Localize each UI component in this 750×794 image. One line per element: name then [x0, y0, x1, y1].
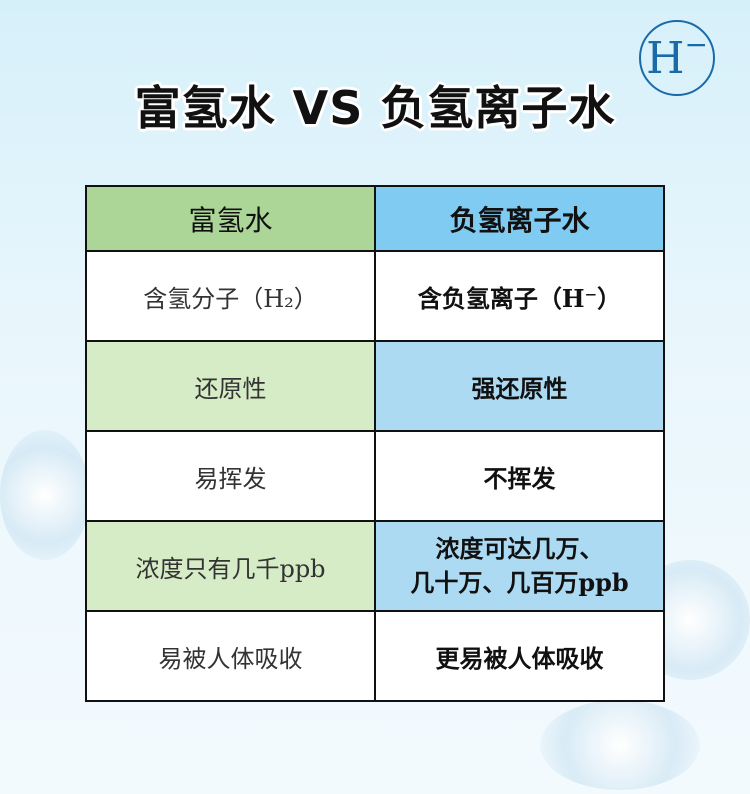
table-row: 含氢分子（H₂） 含负氢离子（H⁻）	[85, 250, 665, 342]
water-drop-decoration	[540, 700, 700, 790]
table-cell: 易被人体吸收	[85, 610, 376, 702]
table-row: 浓度只有几千ppb 浓度可达几万、 几十万、几百万ppb	[85, 520, 665, 612]
table-header-row: 富氢水 负氢离子水	[85, 185, 665, 252]
table-cell: 还原性	[85, 340, 376, 432]
table-cell: 浓度只有几千ppb	[85, 520, 376, 612]
table-cell: 含氢分子（H₂）	[85, 250, 376, 342]
table-cell: 强还原性	[374, 340, 665, 432]
h-minus-logo: H −	[639, 20, 715, 96]
header-negative-hydrogen-ion-water: 负氢离子水	[374, 185, 665, 252]
water-drop-decoration	[0, 430, 90, 560]
logo-superscript: −	[684, 27, 708, 61]
logo-letter: H	[646, 32, 685, 84]
table-row: 易被人体吸收 更易被人体吸收	[85, 610, 665, 702]
table-cell: 浓度可达几万、 几十万、几百万ppb	[374, 520, 665, 612]
table-cell: 易挥发	[85, 430, 376, 522]
comparison-table: 富氢水 负氢离子水 含氢分子（H₂） 含负氢离子（H⁻） 还原性 强还原性 易挥…	[85, 185, 665, 702]
table-cell: 含负氢离子（H⁻）	[374, 250, 665, 342]
table-cell: 更易被人体吸收	[374, 610, 665, 702]
table-cell: 不挥发	[374, 430, 665, 522]
page-title: 富氢水 VS 负氢离子水	[134, 81, 616, 135]
table-row: 还原性 强还原性	[85, 340, 665, 432]
header-hydrogen-rich-water: 富氢水	[85, 185, 376, 252]
table-row: 易挥发 不挥发	[85, 430, 665, 522]
